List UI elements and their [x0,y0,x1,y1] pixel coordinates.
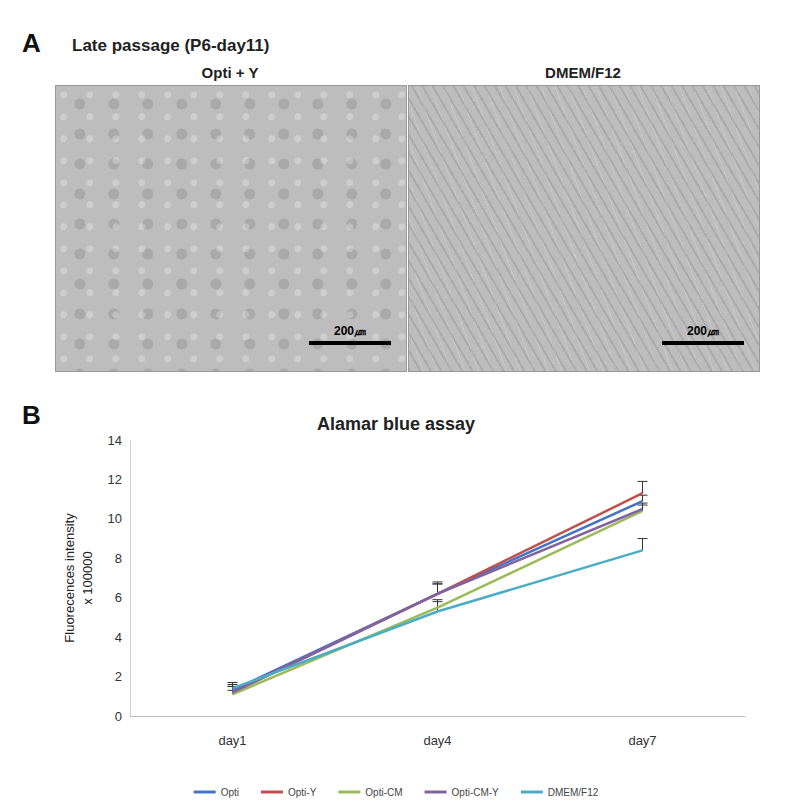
svg-text:day4: day4 [423,733,451,748]
svg-text:Opti-CM-Y: Opti-CM-Y [452,787,500,798]
html-text:Opti + Y: Opti + Y [201,64,259,81]
svg-text:x 100000: x 100000 [80,551,95,605]
svg-text:DMEM/F12: DMEM/F12 [548,787,599,798]
svg-text:8: 8 [115,551,122,566]
html-text:200㎛: 200㎛ [687,324,719,338]
svg-text:12: 12 [108,472,122,487]
svg-text:Opti-Y: Opti-Y [288,787,317,798]
html-text:A: A [22,28,41,58]
svg-text:2: 2 [115,669,122,684]
svg-text:4: 4 [115,630,122,645]
svg-text:0: 0 [115,709,122,724]
svg-text:Fluorecences intensity: Fluorecences intensity [62,513,77,643]
html-text:DMEM/F12: DMEM/F12 [545,64,621,81]
html-text:200㎛: 200㎛ [334,324,366,338]
svg-text:day7: day7 [628,733,656,748]
svg-text:14: 14 [108,433,122,448]
svg-text:10: 10 [108,511,122,526]
svg-text:Opti-CM: Opti-CM [365,787,402,798]
svg-text:day1: day1 [218,733,246,748]
svg-text:Alamar blue assay: Alamar blue assay [317,414,475,434]
svg-text:6: 6 [115,590,122,605]
html-text:Late passage (P6-day11): Late passage (P6-day11) [72,36,270,55]
svg-text:Opti: Opti [221,787,239,798]
html-text:B: B [22,400,41,430]
